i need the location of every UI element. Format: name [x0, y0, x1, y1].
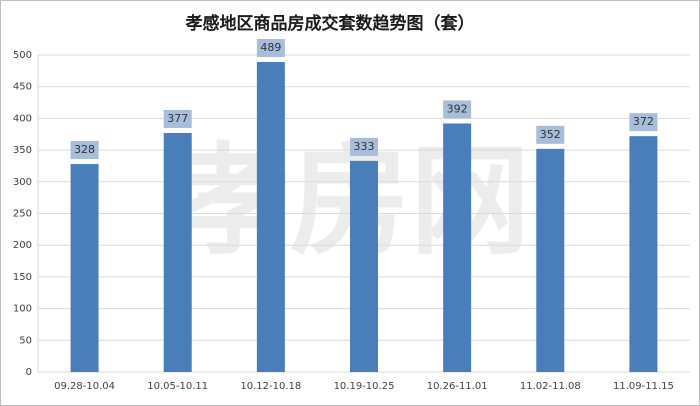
- value-label: 377: [167, 112, 188, 125]
- chart-title: 孝感地区商品房成交套数趋势图（套）: [186, 13, 475, 34]
- x-tick-label: 11.02-11.08: [520, 381, 581, 392]
- y-tick-label: 100: [13, 304, 32, 315]
- value-label: 333: [354, 140, 375, 153]
- x-tick-label: 10.19-10.25: [334, 381, 395, 392]
- bar: [70, 164, 99, 372]
- value-label-box: [629, 113, 658, 132]
- value-label-box: [536, 125, 565, 144]
- value-label-box: [443, 100, 472, 119]
- y-tick-label: 400: [13, 113, 32, 124]
- value-label: 372: [633, 115, 654, 128]
- bar: [163, 132, 192, 372]
- y-tick-label: 50: [19, 335, 32, 346]
- bar: [536, 148, 565, 372]
- value-label-box: [256, 38, 285, 57]
- y-tick-label: 450: [13, 82, 32, 93]
- y-tick-label: 300: [13, 177, 32, 188]
- value-label: 328: [74, 143, 95, 156]
- value-label-box: [70, 141, 99, 160]
- y-tick-label: 200: [13, 240, 32, 251]
- x-tick-label: 09.28-10.04: [54, 381, 115, 392]
- value-label-box: [350, 137, 378, 156]
- bar: [256, 61, 285, 372]
- x-tick-label: 10.26-11.01: [427, 381, 488, 392]
- bar: [350, 160, 378, 372]
- y-tick-label: 350: [13, 145, 32, 156]
- y-tick-label: 0: [26, 367, 32, 378]
- y-tick-label: 500: [13, 50, 32, 61]
- x-tick-label: 11.09-11.15: [613, 381, 674, 392]
- x-tick-label: 10.05-10.11: [147, 381, 208, 392]
- bar: [629, 136, 658, 372]
- value-label: 392: [447, 102, 468, 115]
- value-label: 489: [260, 41, 281, 54]
- bar: [443, 123, 472, 372]
- value-label: 352: [540, 128, 561, 141]
- y-tick-label: 150: [13, 272, 32, 283]
- y-tick-label: 250: [13, 209, 32, 220]
- x-tick-label: 10.12-10.18: [240, 381, 301, 392]
- value-label-box: [163, 109, 192, 128]
